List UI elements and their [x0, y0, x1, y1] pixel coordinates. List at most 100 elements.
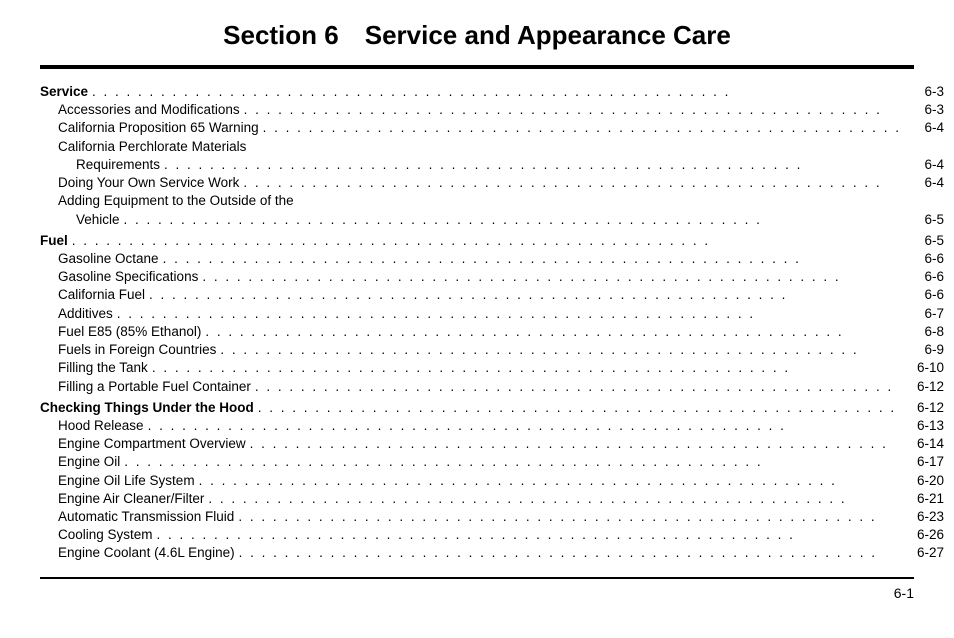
- toc-leader: . . . . . . . . . . . . . . . . . . . . …: [216, 341, 920, 359]
- toc-page: 6-6: [921, 250, 945, 268]
- toc-columns: Service . . . . . . . . . . . . . . . . …: [40, 83, 914, 563]
- toc-row: California Perchlorate Materials . . . .…: [40, 138, 944, 156]
- toc-row: Accessories and Modifications . . . . . …: [40, 101, 944, 119]
- toc-leader: . . . . . . . . . . . . . . . . . . . . …: [113, 305, 921, 323]
- toc-leader: . . . . . . . . . . . . . . . . . . . . …: [145, 286, 920, 304]
- bottom-rule: [40, 577, 914, 579]
- toc-label: Filling the Tank: [58, 359, 148, 377]
- toc-page: 6-12: [913, 399, 944, 417]
- toc-leader: . . . . . . . . . . . . . . . . . . . . …: [254, 399, 913, 417]
- toc-page: 6-20: [913, 472, 944, 490]
- toc-leader: . . . . . . . . . . . . . . . . . . . . …: [251, 378, 913, 396]
- toc-row: Engine Oil Life System . . . . . . . . .…: [40, 472, 944, 490]
- toc-leader: . . . . . . . . . . . . . . . . . . . . …: [204, 490, 913, 508]
- toc-page: 6-10: [913, 359, 944, 377]
- toc-row: Engine Coolant (4.6L Engine) . . . . . .…: [40, 544, 944, 562]
- toc-leader: . . . . . . . . . . . . . . . . . . . . …: [235, 544, 913, 562]
- toc-label: Fuel E85 (85% Ethanol): [58, 323, 201, 341]
- toc-row: Gasoline Octane . . . . . . . . . . . . …: [40, 250, 944, 268]
- toc-label: Cooling System: [58, 526, 153, 544]
- toc-leader: . . . . . . . . . . . . . . . . . . . . …: [148, 359, 913, 377]
- toc-label: Fuels in Foreign Countries: [58, 341, 216, 359]
- toc-leader: . . . . . . . . . . . . . . . . . . . . …: [68, 232, 921, 250]
- toc-label: Accessories and Modifications: [58, 101, 240, 119]
- toc-page: 6-3: [921, 101, 945, 119]
- toc-row: Gasoline Specifications . . . . . . . . …: [40, 268, 944, 286]
- toc-page: 6-4: [921, 156, 945, 174]
- toc-page: 6-3: [921, 83, 945, 101]
- toc-leader: . . . . . . . . . . . . . . . . . . . . …: [201, 323, 920, 341]
- toc-page: 6-17: [913, 453, 944, 471]
- toc-row: Filling the Tank . . . . . . . . . . . .…: [40, 359, 944, 377]
- toc-page: 6-23: [913, 508, 944, 526]
- toc-leader: . . . . . . . . . . . . . . . . . . . . …: [198, 268, 920, 286]
- toc-row: Service . . . . . . . . . . . . . . . . …: [40, 83, 944, 101]
- toc-page: 6-26: [913, 526, 944, 544]
- toc-label: Engine Oil: [58, 453, 120, 471]
- toc-label: Automatic Transmission Fluid: [58, 508, 234, 526]
- toc-page: 6-21: [913, 490, 944, 508]
- toc-leader: . . . . . . . . . . . . . . . . . . . . …: [159, 250, 921, 268]
- toc-page: 6-6: [921, 268, 945, 286]
- page-number: 6-1: [40, 585, 914, 601]
- toc-label: Fuel: [40, 232, 68, 250]
- toc-row: Cooling System . . . . . . . . . . . . .…: [40, 526, 944, 544]
- toc-row: Fuel E85 (85% Ethanol) . . . . . . . . .…: [40, 323, 944, 341]
- toc-row: Filling a Portable Fuel Container . . . …: [40, 378, 944, 396]
- toc-page: 6-4: [921, 174, 945, 192]
- toc-leader: . . . . . . . . . . . . . . . . . . . . …: [240, 101, 921, 119]
- section-title: Section 6 Service and Appearance Care: [223, 20, 731, 57]
- toc-row: Vehicle . . . . . . . . . . . . . . . . …: [40, 211, 944, 229]
- toc-label: Service: [40, 83, 88, 101]
- toc-leader: . . . . . . . . . . . . . . . . . . . . …: [246, 435, 913, 453]
- toc-label: California Perchlorate Materials: [58, 138, 246, 156]
- toc-page: 6-4: [921, 119, 945, 137]
- toc-row: Engine Air Cleaner/Filter . . . . . . . …: [40, 490, 944, 508]
- toc-label: Engine Compartment Overview: [58, 435, 246, 453]
- toc-row: California Proposition 65 Warning . . . …: [40, 119, 944, 137]
- toc-leader: . . . . . . . . . . . . . . . . . . . . …: [120, 211, 921, 229]
- toc-label: Engine Coolant (4.6L Engine): [58, 544, 235, 562]
- toc-page: 6-5: [921, 232, 945, 250]
- toc-leader: . . . . . . . . . . . . . . . . . . . . …: [239, 174, 920, 192]
- toc-label: Filling a Portable Fuel Container: [58, 378, 251, 396]
- toc-label: Engine Air Cleaner/Filter: [58, 490, 204, 508]
- toc-label: California Fuel: [58, 286, 145, 304]
- toc-label: Checking Things Under the Hood: [40, 399, 254, 417]
- toc-page: 6-27: [913, 544, 944, 562]
- toc-label: Engine Oil Life System: [58, 472, 195, 490]
- toc-label: Adding Equipment to the Outside of the: [58, 192, 294, 210]
- toc-leader: . . . . . . . . . . . . . . . . . . . . …: [153, 526, 913, 544]
- toc-row: Automatic Transmission Fluid . . . . . .…: [40, 508, 944, 526]
- toc-page: 6-8: [921, 323, 945, 341]
- toc-page: 6-7: [921, 305, 945, 323]
- toc-row: Hood Release . . . . . . . . . . . . . .…: [40, 417, 944, 435]
- toc-label: Doing Your Own Service Work: [58, 174, 239, 192]
- toc-page: 6-5: [921, 211, 945, 229]
- toc-label: Additives: [58, 305, 113, 323]
- toc-leader: . . . . . . . . . . . . . . . . . . . . …: [195, 472, 913, 490]
- toc-label: Gasoline Specifications: [58, 268, 198, 286]
- toc-leader: . . . . . . . . . . . . . . . . . . . . …: [259, 119, 921, 137]
- toc-column-left: Service . . . . . . . . . . . . . . . . …: [40, 83, 944, 563]
- toc-page: 6-9: [921, 341, 945, 359]
- toc-row: California Fuel . . . . . . . . . . . . …: [40, 286, 944, 304]
- toc-row: Engine Oil . . . . . . . . . . . . . . .…: [40, 453, 944, 471]
- toc-row: Checking Things Under the Hood . . . . .…: [40, 399, 944, 417]
- toc-row: Doing Your Own Service Work . . . . . . …: [40, 174, 944, 192]
- toc-page: 6-14: [913, 435, 944, 453]
- toc-label: Requirements: [76, 156, 160, 174]
- toc-leader: . . . . . . . . . . . . . . . . . . . . …: [144, 417, 913, 435]
- title-wrap: Section 6 Service and Appearance Care: [40, 20, 914, 57]
- toc-row: Adding Equipment to the Outside of the .…: [40, 192, 944, 210]
- toc-leader: . . . . . . . . . . . . . . . . . . . . …: [120, 453, 913, 471]
- toc-page: 6-13: [913, 417, 944, 435]
- top-rule: [40, 65, 914, 69]
- toc-label: Hood Release: [58, 417, 144, 435]
- document-page: Section 6 Service and Appearance Care Se…: [0, 0, 954, 611]
- toc-row: Fuel . . . . . . . . . . . . . . . . . .…: [40, 232, 944, 250]
- toc-row: Requirements . . . . . . . . . . . . . .…: [40, 156, 944, 174]
- toc-page: 6-12: [913, 378, 944, 396]
- toc-label: California Proposition 65 Warning: [58, 119, 259, 137]
- toc-leader: . . . . . . . . . . . . . . . . . . . . …: [234, 508, 913, 526]
